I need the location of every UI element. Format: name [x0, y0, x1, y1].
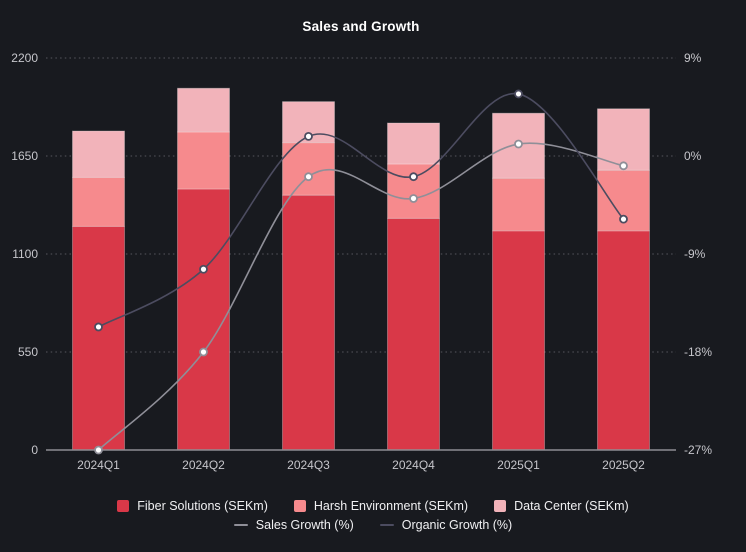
bar-segment-2024Q2[interactable] [177, 188, 230, 451]
legend-swatch [293, 500, 306, 512]
left-axis-tick-label: 0 [31, 443, 38, 457]
legend-item-sales-growth[interactable]: Sales Growth (%) [233, 518, 354, 532]
bar-segment-2024Q4[interactable] [387, 163, 440, 219]
x-axis-tick-label: 2024Q3 [287, 458, 330, 472]
chart-legend: Fiber Solutions (SEKm) Harsh Environment … [0, 499, 746, 532]
legend-swatch [117, 500, 130, 512]
bar-segment-2024Q4[interactable] [387, 122, 440, 165]
bar-segment-2024Q1[interactable] [72, 176, 125, 227]
left-axis-tick-label: 2200 [11, 51, 38, 65]
x-axis-tick-label: 2024Q2 [182, 458, 225, 472]
right-axis-tick-label: -9% [684, 247, 706, 261]
left-axis-tick-label: 1100 [12, 247, 38, 261]
bar-segment-2024Q3[interactable] [282, 142, 335, 196]
x-axis-tick-label: 2024Q1 [77, 458, 120, 472]
legend-swatch [379, 523, 394, 527]
bar-segment-2025Q1[interactable] [492, 230, 545, 451]
bar-segment-2025Q1[interactable] [492, 177, 545, 232]
legend-item-label: Sales Growth (%) [255, 518, 354, 532]
bar-segment-2024Q4[interactable] [387, 217, 440, 451]
right-axis-tick-label: 0% [684, 149, 702, 163]
data-point-2025Q2[interactable] [619, 161, 628, 171]
legend-item-harsh-environment-sekm[interactable]: Harsh Environment (SEKm) [293, 499, 469, 513]
right-axis-tick-label: -18% [684, 345, 712, 359]
bar-segment-2024Q3[interactable] [282, 194, 335, 451]
data-point-2025Q2[interactable] [619, 214, 628, 224]
x-axis-tick-label: 2025Q2 [602, 458, 645, 472]
right-axis-tick-label: 9% [684, 51, 702, 65]
data-point-2024Q4[interactable] [409, 194, 418, 203]
bar-segment-2024Q2[interactable] [177, 87, 230, 133]
legend-swatch [233, 523, 248, 527]
bar-segment-2024Q2[interactable] [177, 131, 230, 190]
legend-item-label: Harsh Environment (SEKm) [313, 499, 469, 513]
data-point-2025Q1[interactable] [514, 89, 523, 99]
legend-item-label: Organic Growth (%) [401, 518, 513, 532]
data-point-2024Q1[interactable] [94, 322, 103, 332]
right-axis-tick-label: -27% [684, 443, 712, 457]
legend-item-label: Data Center (SEKm) [514, 499, 629, 513]
bar-segment-2025Q2[interactable] [597, 230, 650, 451]
legend-row-bars: Fiber Solutions (SEKm) Harsh Environment … [117, 499, 629, 513]
bar-segment-2024Q1[interactable] [72, 130, 125, 178]
data-point-2024Q2[interactable] [199, 347, 208, 357]
data-point-2024Q3[interactable] [304, 172, 313, 182]
legend-item-organic-growth[interactable]: Organic Growth (%) [379, 518, 513, 532]
data-point-2024Q1[interactable] [94, 445, 103, 455]
legend-row-lines: Sales Growth (%) Organic Growth (%) [233, 518, 513, 532]
x-axis-tick-label: 2025Q1 [497, 458, 540, 472]
x-axis-tick-label: 2024Q4 [392, 458, 435, 472]
legend-swatch [494, 500, 507, 512]
data-point-2024Q2[interactable] [199, 264, 208, 274]
data-point-2024Q4[interactable] [409, 172, 418, 182]
legend-item-fiber-solutions-sekm[interactable]: Fiber Solutions (SEKm) [117, 499, 268, 513]
legend-item-label: Fiber Solutions (SEKm) [137, 499, 268, 513]
data-point-2024Q3[interactable] [304, 131, 313, 141]
legend-item-data-center-sekm[interactable]: Data Center (SEKm) [494, 499, 629, 513]
left-axis-tick-label: 1650 [11, 149, 38, 163]
left-axis-tick-label: 550 [18, 345, 38, 359]
chart-title: Sales and Growth [302, 19, 420, 34]
bar-segment-2024Q1[interactable] [72, 225, 125, 451]
data-point-2025Q1[interactable] [514, 139, 523, 149]
